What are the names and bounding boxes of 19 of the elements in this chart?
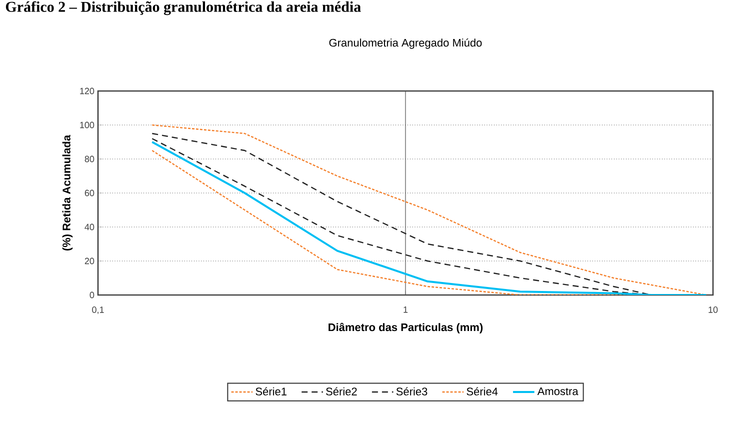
legend-label: Série3 bbox=[396, 387, 428, 396]
y-tick-label: 60 bbox=[84, 190, 94, 196]
x-tick-label: 10 bbox=[708, 306, 718, 313]
text: Gráfico 2 – Distribuição granulométrica da areia média bbox=[6, 1, 361, 16]
x-tick-label: 1 bbox=[404, 306, 408, 313]
legend-label: Série4 bbox=[466, 387, 498, 396]
y-tick-label: 120 bbox=[80, 88, 94, 94]
y-axis-title: (%) Retida Acumulada bbox=[62, 134, 73, 251]
legend-label: Série1 bbox=[256, 387, 286, 396]
y-tick-label: 100 bbox=[80, 122, 94, 128]
x-axis-title: Diâmetro das Particulas (mm) bbox=[328, 322, 483, 334]
y-tick-label: 40 bbox=[84, 224, 94, 230]
y-tick-label: 80 bbox=[84, 156, 94, 162]
legend-label: Amostra bbox=[537, 387, 578, 396]
legend-label: Série2 bbox=[326, 387, 357, 396]
chart-title: Granulometria Agregado Miúdo bbox=[329, 38, 482, 49]
y-tick-label: 20 bbox=[84, 258, 94, 264]
x-tick-label: 0,1 bbox=[92, 306, 104, 314]
y-tick-label: 0 bbox=[90, 292, 94, 298]
